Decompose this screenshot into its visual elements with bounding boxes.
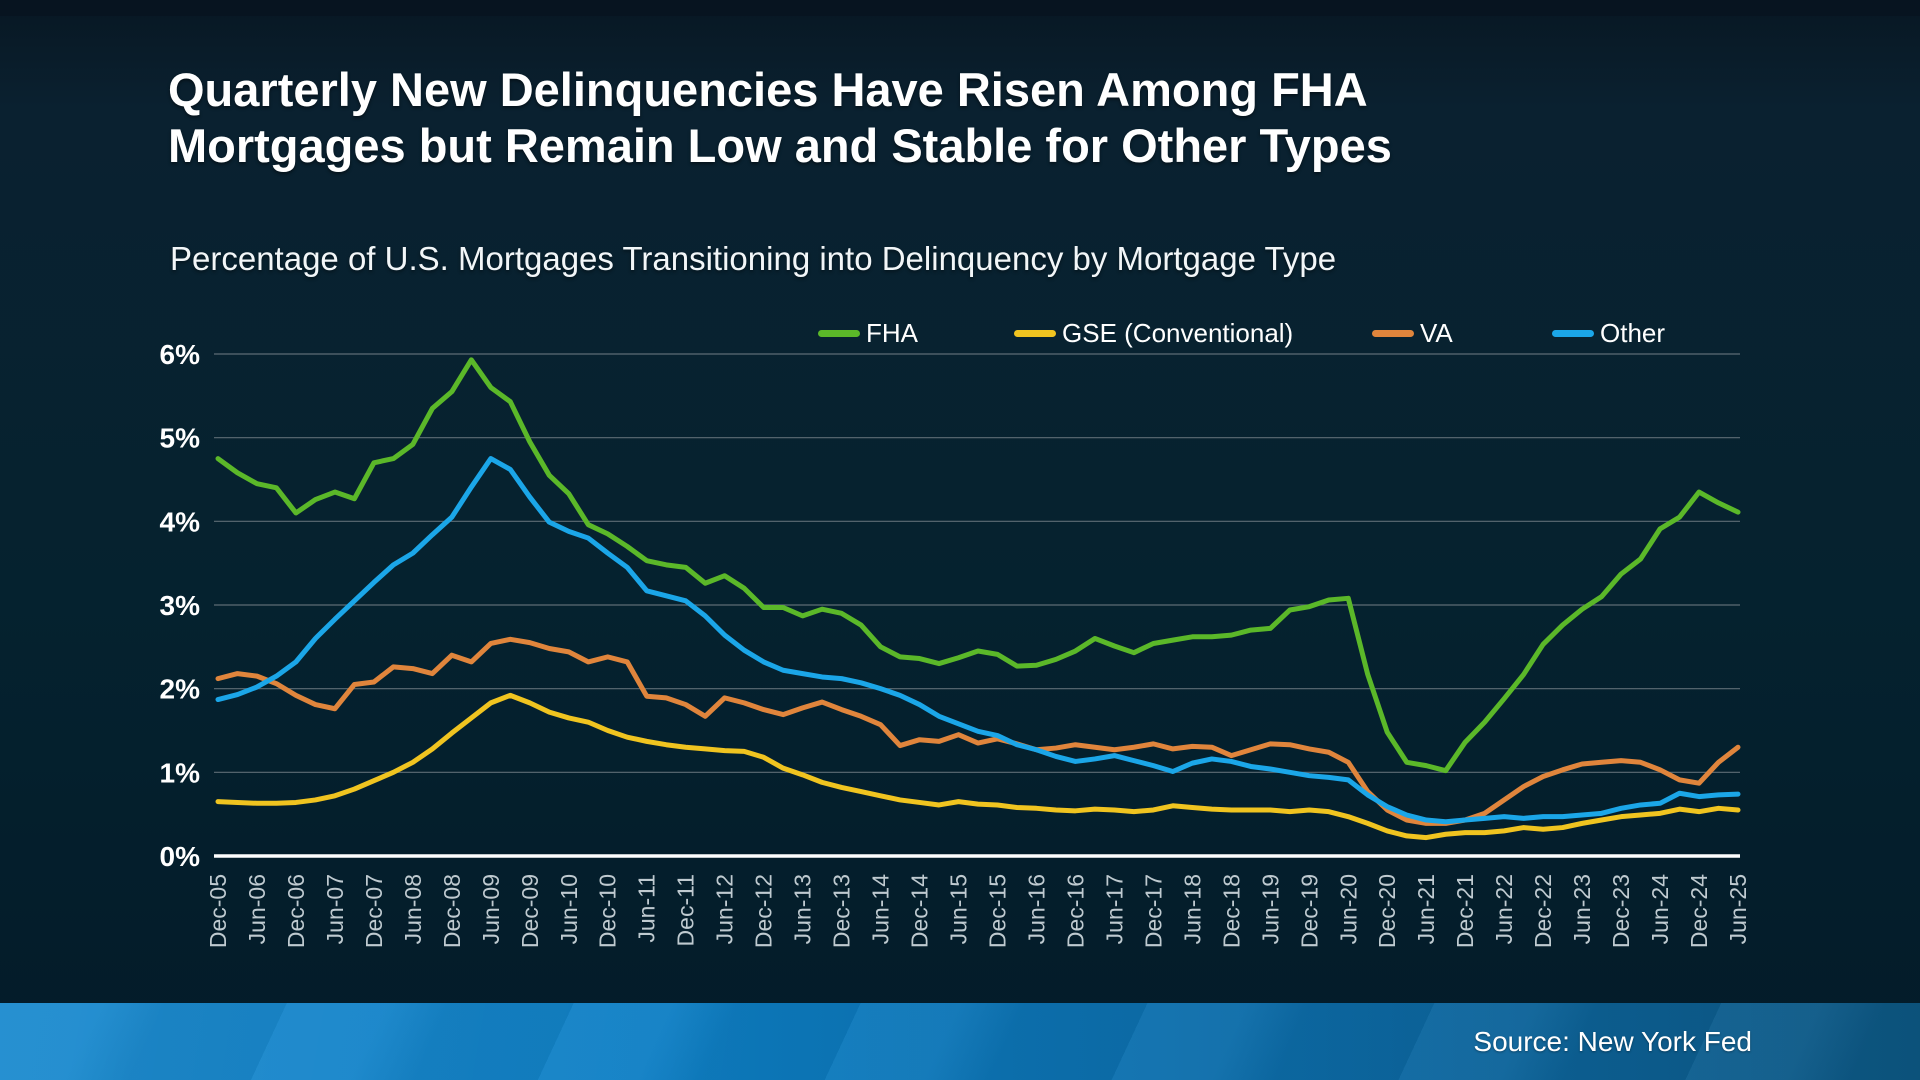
x-tick-label: Dec-17 bbox=[1140, 874, 1166, 948]
x-tick-label: Dec-15 bbox=[984, 874, 1010, 948]
x-tick-label: Dec-14 bbox=[907, 874, 933, 948]
x-tick-label: Dec-21 bbox=[1452, 874, 1478, 948]
x-tick-label: Dec-06 bbox=[283, 874, 309, 948]
va-line-swatch bbox=[1372, 329, 1414, 337]
y-tick-label: 6% bbox=[160, 340, 201, 370]
x-tick-label: Jun-06 bbox=[244, 874, 270, 944]
x-tick-label: Jun-20 bbox=[1335, 874, 1361, 944]
x-tick-label: Jun-14 bbox=[868, 874, 894, 945]
x-tick-label: Dec-16 bbox=[1062, 874, 1088, 948]
y-tick-label: 3% bbox=[160, 590, 201, 621]
x-tick-label: Jun-18 bbox=[1179, 874, 1205, 944]
x-tick-label: Jun-12 bbox=[712, 874, 738, 944]
x-tick-label: Jun-23 bbox=[1569, 874, 1595, 944]
x-tick-label: Dec-12 bbox=[751, 874, 777, 948]
page-title-line2: Mortgages but Remain Low and Stable for … bbox=[168, 118, 1392, 172]
legend-label-fha: FHA bbox=[866, 317, 918, 348]
legend-label-va: VA bbox=[1420, 317, 1453, 348]
x-tick-label: Jun-08 bbox=[400, 874, 426, 944]
page-title: Quarterly New Delinquencies Have Risen A… bbox=[168, 62, 1628, 174]
legend-label-gse: GSE (Conventional) bbox=[1062, 317, 1294, 348]
x-tick-label: Dec-07 bbox=[361, 874, 387, 948]
gse-line-swatch bbox=[1014, 329, 1056, 337]
series-line-other bbox=[215, 456, 1741, 825]
other-line-swatch bbox=[1552, 329, 1594, 337]
x-tick-label: Dec-22 bbox=[1530, 874, 1556, 948]
x-tick-label: Dec-19 bbox=[1296, 874, 1322, 948]
x-tick-label: Jun-11 bbox=[634, 874, 660, 943]
legend-item-va: VA bbox=[1372, 316, 1453, 350]
x-tick-label: Jun-24 bbox=[1647, 874, 1673, 945]
source-bar: Source: New York Fed bbox=[0, 1003, 1920, 1080]
x-tick-label: Dec-10 bbox=[595, 874, 621, 948]
x-tick-label: Jun-19 bbox=[1257, 874, 1283, 944]
legend-item-gse: GSE (Conventional) bbox=[1014, 316, 1293, 350]
x-tick-label: Dec-09 bbox=[517, 874, 543, 948]
series-line-va bbox=[215, 636, 1741, 826]
x-tick-label: Jun-09 bbox=[478, 874, 504, 944]
y-tick-label: 4% bbox=[160, 506, 201, 537]
chart-legend: FHA GSE (Conventional) VA Other bbox=[0, 316, 1920, 350]
x-tick-label: Jun-15 bbox=[946, 874, 972, 944]
x-tick-label: Dec-13 bbox=[829, 874, 855, 948]
fha-line-swatch bbox=[818, 329, 860, 337]
x-tick-label: Jun-10 bbox=[556, 874, 582, 944]
x-tick-label: Jun-25 bbox=[1725, 874, 1751, 944]
legend-item-other: Other bbox=[1552, 316, 1665, 350]
delinquency-line-chart: 0% 1% 2% 3% 4% 5% 6% Dec-05 Jun-06 Dec-06 Jun-07 De… bbox=[160, 340, 1751, 948]
x-tick-label: Jun-13 bbox=[790, 874, 816, 944]
x-tick-label: Dec-08 bbox=[439, 874, 465, 948]
x-tick-label: Dec-05 bbox=[205, 874, 231, 948]
y-tick-label: 1% bbox=[160, 757, 201, 788]
x-tick-label: Jun-22 bbox=[1491, 874, 1517, 944]
x-tick-label: Jun-07 bbox=[322, 874, 348, 944]
x-tick-label: Jun-21 bbox=[1413, 874, 1439, 944]
x-tick-label: Dec-18 bbox=[1218, 874, 1244, 948]
series-line-gse-conventional bbox=[215, 692, 1741, 841]
x-tick-label: Dec-24 bbox=[1686, 874, 1712, 948]
y-tick-label: 2% bbox=[160, 674, 201, 705]
chart-subtitle: Percentage of U.S. Mortgages Transitioni… bbox=[170, 240, 1337, 277]
legend-label-other: Other bbox=[1600, 317, 1666, 348]
series-line-fha bbox=[215, 357, 1741, 774]
x-tick-label: Jun-16 bbox=[1023, 874, 1049, 944]
x-tick-label: Dec-23 bbox=[1608, 874, 1634, 948]
y-tick-label: 0% bbox=[160, 841, 201, 872]
page-title-line1: Quarterly New Delinquencies Have Risen A… bbox=[168, 63, 1368, 116]
top-strip bbox=[0, 0, 1920, 16]
y-tick-label: 5% bbox=[160, 423, 201, 454]
source-text: Source: New York Fed bbox=[1473, 1026, 1752, 1057]
x-tick-label: Dec-11 bbox=[673, 874, 699, 946]
x-tick-label: Jun-17 bbox=[1101, 874, 1127, 944]
legend-item-fha: FHA bbox=[818, 316, 918, 350]
x-tick-label: Dec-20 bbox=[1374, 874, 1400, 948]
